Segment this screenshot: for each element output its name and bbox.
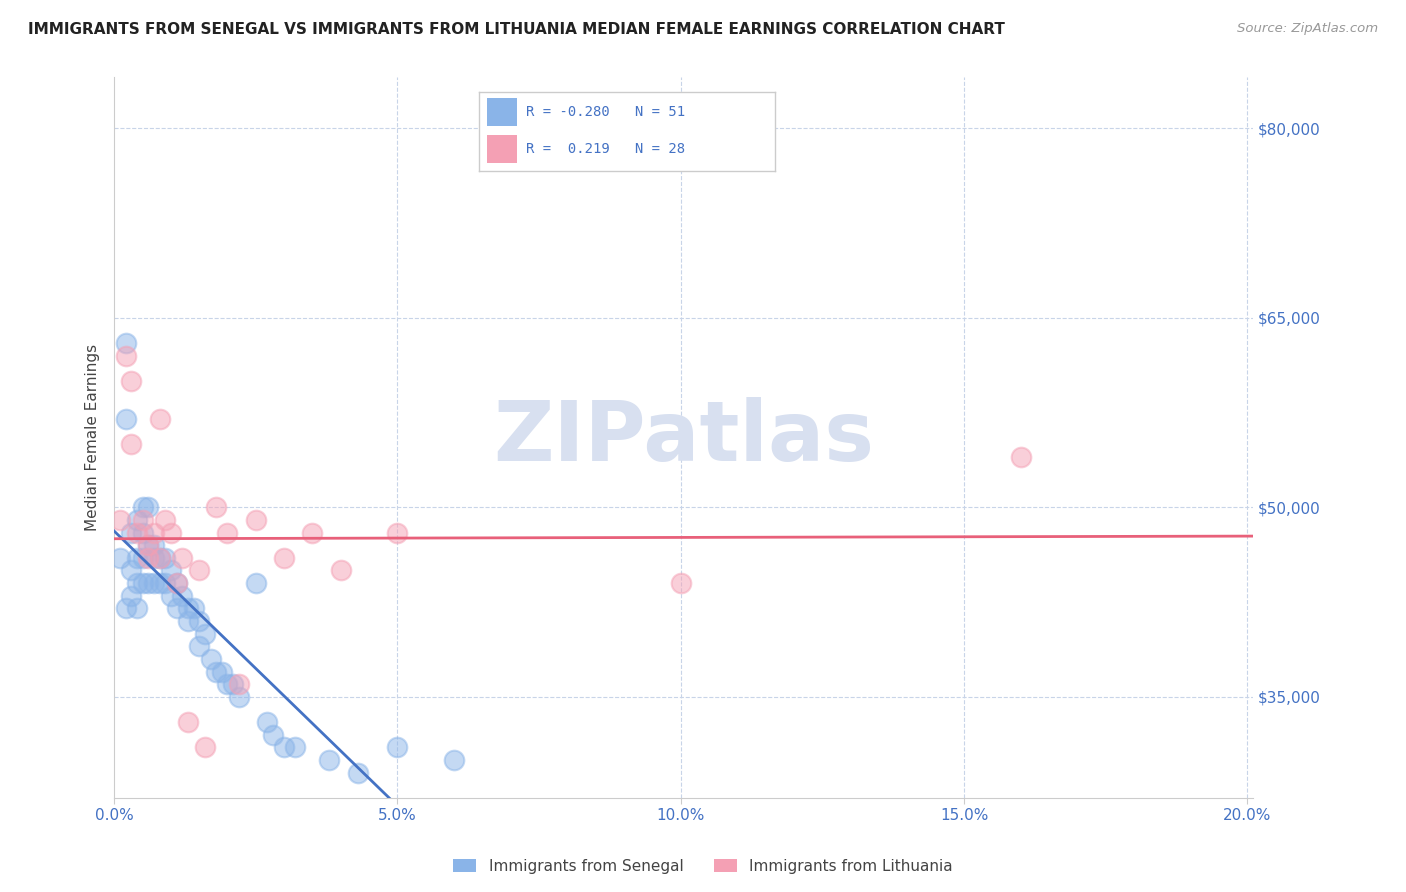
Point bbox=[387, 740, 409, 755]
Point bbox=[131, 550, 153, 565]
Point bbox=[125, 576, 148, 591]
Point bbox=[329, 564, 352, 578]
Point bbox=[125, 550, 148, 565]
Point bbox=[153, 513, 176, 527]
Point bbox=[200, 652, 222, 666]
Point bbox=[136, 538, 159, 552]
Point bbox=[142, 550, 165, 565]
Point bbox=[120, 589, 142, 603]
Legend: Immigrants from Senegal, Immigrants from Lithuania: Immigrants from Senegal, Immigrants from… bbox=[447, 853, 959, 880]
Point bbox=[177, 601, 200, 615]
Point bbox=[148, 550, 170, 565]
Point bbox=[205, 665, 228, 679]
Point bbox=[669, 576, 692, 591]
Point bbox=[160, 564, 183, 578]
Point bbox=[1010, 450, 1032, 464]
Point bbox=[131, 500, 153, 515]
Text: ZIPatlas: ZIPatlas bbox=[494, 397, 875, 478]
Point bbox=[120, 525, 142, 540]
Point bbox=[256, 715, 278, 730]
Point bbox=[217, 525, 239, 540]
Point bbox=[142, 525, 165, 540]
Point bbox=[153, 576, 176, 591]
Point bbox=[318, 753, 340, 767]
Point bbox=[120, 564, 142, 578]
Point bbox=[166, 601, 188, 615]
Point bbox=[136, 550, 159, 565]
Text: Source: ZipAtlas.com: Source: ZipAtlas.com bbox=[1237, 22, 1378, 36]
Point bbox=[120, 374, 142, 388]
Point bbox=[228, 677, 250, 691]
Point bbox=[273, 740, 295, 755]
Point bbox=[108, 513, 131, 527]
Point bbox=[177, 715, 200, 730]
Point bbox=[205, 500, 228, 515]
Point bbox=[148, 550, 170, 565]
Text: IMMIGRANTS FROM SENEGAL VS IMMIGRANTS FROM LITHUANIA MEDIAN FEMALE EARNINGS CORR: IMMIGRANTS FROM SENEGAL VS IMMIGRANTS FR… bbox=[28, 22, 1005, 37]
Point bbox=[136, 538, 159, 552]
Point bbox=[131, 576, 153, 591]
Point bbox=[131, 525, 153, 540]
Point bbox=[217, 677, 239, 691]
Point bbox=[188, 564, 211, 578]
Point bbox=[194, 626, 217, 640]
Point bbox=[136, 500, 159, 515]
Point bbox=[188, 640, 211, 654]
Point bbox=[194, 740, 217, 755]
Point bbox=[148, 576, 170, 591]
Point bbox=[114, 349, 136, 363]
Point bbox=[114, 335, 136, 350]
Point bbox=[183, 601, 205, 615]
Point bbox=[284, 740, 307, 755]
Point bbox=[245, 513, 267, 527]
Point bbox=[228, 690, 250, 704]
Point bbox=[114, 601, 136, 615]
Point bbox=[166, 576, 188, 591]
Point bbox=[125, 525, 148, 540]
Y-axis label: Median Female Earnings: Median Female Earnings bbox=[86, 344, 100, 532]
Point bbox=[108, 550, 131, 565]
Point bbox=[222, 677, 245, 691]
Point bbox=[160, 525, 183, 540]
Point bbox=[172, 550, 194, 565]
Point bbox=[387, 525, 409, 540]
Point bbox=[262, 728, 284, 742]
Point bbox=[160, 589, 183, 603]
Point bbox=[273, 550, 295, 565]
Point bbox=[153, 550, 176, 565]
Point bbox=[346, 765, 368, 780]
Point bbox=[211, 665, 233, 679]
Point bbox=[114, 411, 136, 425]
Point bbox=[166, 576, 188, 591]
Point bbox=[177, 614, 200, 628]
Point bbox=[301, 525, 323, 540]
Point bbox=[172, 589, 194, 603]
Point bbox=[245, 576, 267, 591]
Point bbox=[131, 513, 153, 527]
Point bbox=[120, 437, 142, 451]
Point bbox=[125, 601, 148, 615]
Point bbox=[125, 513, 148, 527]
Point bbox=[136, 576, 159, 591]
Point bbox=[148, 411, 170, 425]
Point bbox=[443, 753, 465, 767]
Point bbox=[142, 538, 165, 552]
Point bbox=[142, 576, 165, 591]
Point bbox=[188, 614, 211, 628]
